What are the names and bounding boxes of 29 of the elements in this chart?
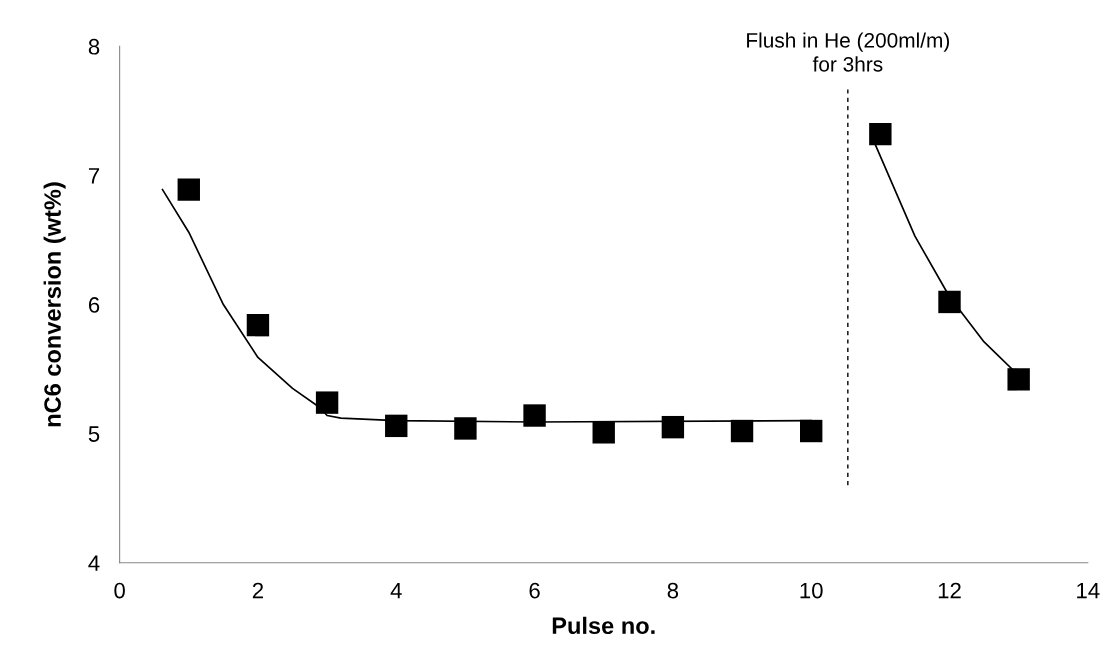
point [730, 419, 754, 443]
x-tick-label: 10 [800, 582, 823, 599]
y-tick-label: 5 [88, 426, 100, 442]
point [385, 414, 408, 438]
x-axis-title: Pulse no. [552, 616, 655, 635]
y-tick-label: 4 [88, 555, 100, 571]
point [315, 391, 339, 414]
x-tick-label: 6 [529, 582, 540, 599]
point [869, 122, 892, 146]
point [454, 417, 477, 440]
point [661, 415, 685, 439]
x-tick-label: 0 [114, 582, 125, 599]
x-tick-label: 8 [667, 582, 679, 599]
y-tick-label: 8 [88, 38, 100, 55]
x-tick-label: 12 [938, 582, 961, 599]
y-tick-label: 6 [88, 297, 100, 313]
x-tick-label: 2 [252, 582, 263, 599]
point [592, 421, 615, 444]
point [523, 404, 546, 427]
point [246, 313, 270, 337]
point [177, 178, 200, 201]
ref-line-label: Flush in He (200ml/m) for 3hrs [747, 32, 950, 72]
y-axis-title: nC6 conversion (wt%) [43, 182, 66, 427]
point [938, 290, 961, 314]
x-tick-label: 4 [390, 582, 402, 599]
point [799, 419, 823, 443]
x-tick-label: 14 [1077, 582, 1100, 599]
y-tick-label: 7 [88, 168, 100, 184]
point [1007, 368, 1030, 391]
